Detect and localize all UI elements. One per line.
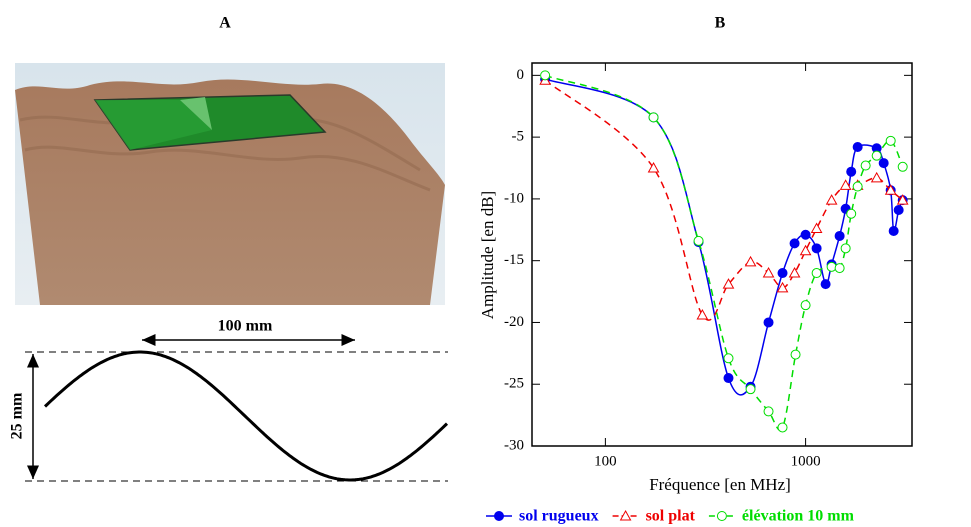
- marker: [744, 255, 757, 267]
- x-axis-label: Fréquence [en MHz]: [649, 475, 791, 494]
- marker: [723, 373, 734, 384]
- marker: [885, 135, 896, 146]
- legend-label: sol plat: [646, 508, 696, 525]
- panel-label: A: [219, 15, 231, 32]
- marker: [860, 160, 871, 171]
- x-tick-label: 100: [594, 453, 617, 469]
- series-line: [544, 74, 904, 431]
- marker: [762, 267, 775, 278]
- marker: [897, 161, 908, 172]
- marker: [776, 281, 789, 293]
- marker: [716, 511, 727, 521]
- marker: [777, 422, 788, 433]
- marker: [810, 222, 823, 234]
- marker: [540, 70, 551, 81]
- marker: [811, 268, 822, 279]
- x-tick-label: 1000: [791, 453, 821, 469]
- legend-label: élévation 10 mm: [742, 508, 855, 525]
- y-axis-label: Amplitude [en dB]: [478, 191, 497, 319]
- marker: [871, 150, 882, 161]
- y-tick-label: 0: [517, 67, 525, 83]
- render-3d: [15, 63, 445, 306]
- marker: [826, 261, 837, 272]
- marker: [846, 208, 857, 219]
- marker: [800, 300, 811, 311]
- marker: [884, 184, 897, 195]
- marker: [494, 511, 504, 521]
- y-tick-label: -15: [504, 252, 524, 268]
- marker: [763, 406, 774, 417]
- marker: [788, 267, 801, 278]
- marker: [648, 112, 659, 123]
- legend-item: sol plat: [612, 508, 696, 525]
- marker: [789, 238, 800, 249]
- marker: [846, 166, 857, 177]
- legend-item: élévation 10 mm: [708, 508, 855, 525]
- marker: [800, 229, 811, 240]
- marker: [722, 278, 735, 289]
- y-tick-label: -20: [504, 314, 524, 330]
- marker: [763, 317, 774, 328]
- marker: [870, 171, 883, 183]
- series-line: [544, 78, 904, 396]
- marker: [834, 263, 845, 274]
- y-tick-label: -5: [512, 129, 525, 145]
- marker: [619, 509, 632, 521]
- series-line: [544, 79, 904, 321]
- width-label: 100 mm: [218, 318, 273, 335]
- sine-profile: [25, 334, 449, 482]
- y-tick-label: -25: [504, 376, 524, 392]
- legend-label: sol rugueux: [519, 508, 599, 525]
- marker: [811, 243, 822, 254]
- marker: [799, 244, 812, 256]
- marker: [878, 158, 889, 169]
- legend-item: sol rugueux: [486, 508, 599, 525]
- height-label: 25 mm: [9, 392, 26, 439]
- y-tick-label: -30: [504, 437, 524, 453]
- marker: [888, 226, 899, 237]
- marker: [839, 179, 852, 190]
- marker: [745, 384, 756, 395]
- marker: [852, 181, 863, 192]
- marker: [893, 205, 904, 216]
- marker: [820, 279, 831, 290]
- marker: [896, 194, 909, 205]
- marker: [834, 230, 845, 241]
- marker: [693, 235, 704, 246]
- marker: [777, 268, 788, 279]
- panel-label: B: [715, 15, 726, 32]
- plot-frame: [531, 62, 913, 447]
- marker: [723, 353, 734, 364]
- marker: [825, 194, 838, 205]
- marker: [696, 309, 709, 320]
- marker: [790, 349, 801, 360]
- marker: [647, 161, 660, 173]
- marker: [840, 243, 851, 254]
- marker: [852, 142, 863, 153]
- y-tick-label: -10: [504, 190, 524, 206]
